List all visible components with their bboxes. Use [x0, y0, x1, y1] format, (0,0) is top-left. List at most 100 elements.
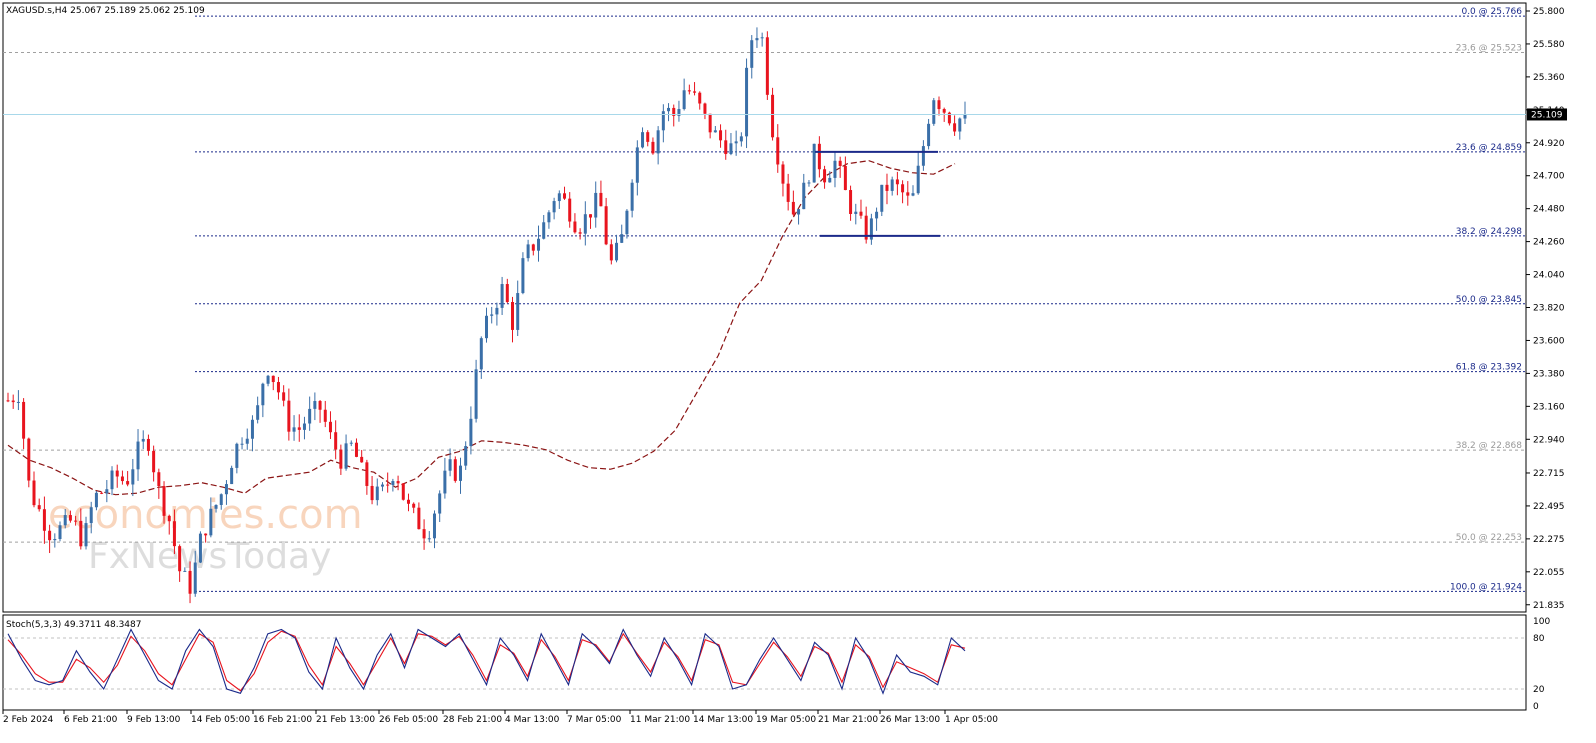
- candle-body: [620, 234, 624, 243]
- candle-body: [349, 442, 353, 444]
- x-tick-label: 28 Feb 21:00: [443, 715, 502, 725]
- candle-body: [443, 470, 447, 494]
- candle-body: [750, 40, 754, 68]
- stoch-level-label: 80: [1533, 634, 1545, 644]
- candle-body: [37, 505, 41, 510]
- candle-body: [193, 562, 197, 594]
- candle-body: [89, 507, 93, 524]
- x-tick-label: 2 Feb 2024: [3, 715, 54, 725]
- candle-body: [833, 160, 837, 178]
- candle-body: [542, 222, 546, 239]
- candle-body: [599, 192, 603, 207]
- candle-body: [94, 492, 98, 508]
- candle-body: [802, 182, 806, 210]
- candle-body: [687, 90, 691, 92]
- candle-body: [693, 91, 697, 93]
- candle-body: [313, 401, 317, 409]
- candle-body: [370, 485, 374, 501]
- candle-body: [573, 221, 577, 233]
- candle-body: [672, 107, 676, 116]
- candle-body: [817, 143, 821, 170]
- candle-body: [448, 459, 452, 471]
- candle-body: [490, 314, 494, 316]
- candle-body: [334, 432, 338, 450]
- candle-body: [719, 130, 723, 141]
- candle-body: [365, 462, 369, 486]
- candle-body: [58, 525, 62, 539]
- candle-body: [641, 132, 645, 148]
- candle-body: [266, 375, 270, 384]
- fib-label: 0.0 @ 25.766: [1461, 7, 1522, 17]
- x-tick-label: 14 Mar 13:00: [693, 715, 753, 725]
- x-tick-label: 19 Mar 05:00: [756, 715, 816, 725]
- y-tick-label: 24.040: [1533, 271, 1565, 281]
- time-axis: 2 Feb 2024 6 Feb 21:00 9 Feb 13:00 14 Feb 0…: [2, 710, 998, 725]
- candle-body: [947, 112, 951, 124]
- y-tick-label: 23.820: [1533, 304, 1565, 314]
- stoch-level-label: 20: [1533, 685, 1545, 695]
- candle-body: [167, 515, 171, 522]
- stoch-level-label: 100: [1533, 617, 1550, 627]
- candle-body: [635, 147, 639, 183]
- candle-body: [776, 137, 780, 165]
- candle-body: [152, 450, 156, 473]
- candle-body: [406, 499, 410, 504]
- candle-body: [328, 421, 332, 433]
- candle-body: [79, 520, 83, 547]
- candle-body: [511, 301, 515, 330]
- y-tick-label: 23.380: [1533, 369, 1565, 379]
- fib-label: 50.0 @ 22.253: [1456, 533, 1522, 543]
- candle-body: [786, 183, 790, 202]
- fib-label: 38.2 @ 24.298: [1456, 227, 1523, 237]
- x-tick-label: 14 Feb 05:00: [191, 715, 250, 725]
- x-tick-label: 26 Mar 13:00: [880, 715, 940, 725]
- candle-body: [927, 123, 931, 147]
- y-tick-label: 22.940: [1533, 435, 1565, 445]
- current-price-tag: [1527, 108, 1567, 121]
- candle-body: [11, 400, 15, 403]
- candle-body: [339, 449, 343, 469]
- candle-body: [677, 109, 681, 116]
- candle-body: [474, 369, 478, 419]
- candle-body: [412, 503, 416, 508]
- candle-body: [22, 401, 26, 439]
- candle-body: [547, 212, 551, 223]
- candle-body: [911, 193, 915, 196]
- candle-body: [859, 211, 863, 216]
- candle-body: [589, 214, 593, 218]
- fib-label: 38.2 @ 22.868: [1456, 441, 1523, 451]
- candle-body: [422, 529, 426, 539]
- candle-body: [120, 476, 124, 482]
- ma-line: [7, 160, 956, 496]
- candle-body: [682, 90, 686, 110]
- candle-body: [224, 484, 228, 495]
- candle-body: [505, 284, 509, 302]
- candle-body: [526, 244, 530, 259]
- candle-body: [178, 546, 182, 572]
- candle-body: [230, 467, 234, 485]
- candle-body: [401, 483, 405, 500]
- candle-body: [781, 164, 785, 184]
- candle-body: [661, 111, 665, 131]
- x-tick-label: 1 Apr 05:00: [945, 715, 998, 725]
- candle-body: [625, 210, 629, 235]
- y-tick-label: 22.715: [1533, 469, 1565, 479]
- x-tick-label: 9 Feb 13:00: [127, 715, 181, 725]
- candle-body: [53, 538, 57, 541]
- fib-label: 23.6 @ 24.859: [1456, 143, 1523, 153]
- candle-body: [344, 443, 348, 469]
- indicator-panel-frame: [2, 614, 1527, 711]
- candle-body: [297, 427, 301, 430]
- y-tick-label: 23.160: [1533, 402, 1565, 412]
- candle-body: [703, 103, 707, 114]
- candle-body: [219, 494, 223, 505]
- y-tick-label: 25.580: [1533, 40, 1565, 50]
- moving-average: [7, 160, 956, 496]
- x-tick-label: 4 Mar 13:00: [505, 715, 560, 725]
- stoch-signal-line: [7, 630, 966, 692]
- candle-body: [838, 160, 842, 166]
- candle-body: [901, 184, 905, 193]
- candle-body: [953, 123, 957, 132]
- candle-body: [552, 201, 556, 213]
